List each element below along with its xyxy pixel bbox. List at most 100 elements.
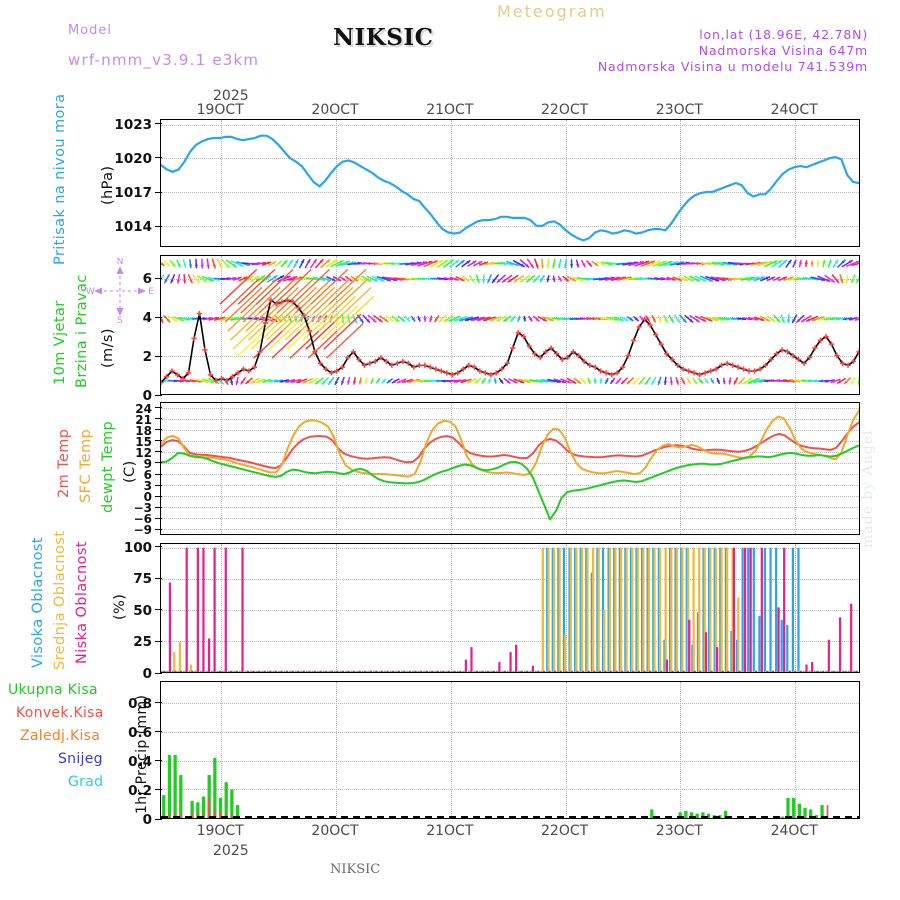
temp-2m-label: 2m Temp (56, 428, 72, 498)
cloud-bar (463, 670, 466, 672)
cloud-bar (177, 670, 180, 672)
wind-speed-marker (268, 297, 274, 303)
wind-barb (182, 273, 187, 284)
wind-barb (498, 377, 504, 384)
wind-barb (163, 260, 171, 267)
cloud-bar (244, 670, 247, 672)
gridline-horizontal (161, 430, 859, 432)
wind-barb (221, 258, 230, 269)
cloud-bar (603, 609, 606, 672)
wind-speed-marker (729, 362, 736, 368)
wind-barb (436, 259, 449, 268)
wind-speed-marker (757, 366, 763, 372)
wind-barb (694, 275, 707, 282)
cloud-bar (809, 670, 812, 672)
cloud-bar (368, 670, 371, 672)
cloud-bar (647, 547, 651, 672)
gridline-vertical (565, 544, 567, 672)
cloud-bar (219, 670, 222, 672)
cloud-bar (737, 597, 740, 672)
wind-barb (517, 315, 521, 322)
wind-barb (837, 259, 846, 268)
wind-barb (786, 314, 791, 324)
wind-speed-marker (455, 370, 461, 376)
wind-barb (274, 269, 312, 305)
wind-speed-marker (620, 364, 626, 370)
cloud-bar (819, 670, 822, 672)
wind-barb (226, 276, 237, 281)
wind-barb (216, 258, 223, 269)
cloud-bar (668, 547, 672, 672)
precip-bar-convective (162, 813, 165, 818)
cloud-bar (526, 670, 529, 672)
wind-barb (373, 315, 383, 323)
precip-bar-convective (168, 813, 171, 818)
wind-barb (167, 315, 178, 323)
cloud-bar (445, 670, 448, 672)
precip-bar-convective (213, 810, 216, 818)
cloud-bar (569, 547, 572, 672)
cloud-bar (325, 670, 328, 672)
precip-panel (160, 681, 860, 819)
wind-speed-marker (317, 360, 323, 366)
cloud-bar (195, 670, 198, 672)
wind-barb (267, 275, 278, 283)
wind-barb (245, 377, 253, 385)
cloud-bar (680, 547, 683, 672)
cloud-bar (379, 670, 383, 672)
wind-barb (528, 315, 533, 322)
cloud-bar (436, 670, 440, 672)
cloud-bar (435, 670, 438, 672)
xtick-24oct: 24OCT (770, 102, 818, 118)
wind-barb (513, 274, 525, 283)
cloud-bar (213, 547, 216, 672)
wind-barb (468, 274, 475, 283)
cloud-bar (173, 652, 176, 672)
wind-speed-marker (350, 349, 356, 355)
wind-barb (256, 378, 266, 384)
wind-barb (211, 258, 216, 269)
cloud-bar (814, 670, 817, 672)
cloud-bar (328, 670, 331, 672)
wind-barb (371, 275, 385, 282)
precip-bar-total (792, 797, 796, 818)
ytick-4: 4 (142, 310, 152, 327)
wind-barb (476, 316, 491, 322)
wind-barb (163, 274, 170, 284)
wind-barb (776, 378, 790, 383)
cloud-bar (732, 547, 736, 672)
cloud-bar (202, 547, 205, 672)
wind-barb (467, 260, 477, 267)
wind-barb (753, 316, 765, 322)
xtick-20oct: 20OCT (311, 102, 359, 118)
cloud-bar (286, 670, 289, 672)
cloud-bar (252, 670, 255, 672)
wind-barb (258, 278, 297, 314)
cloud-bar (518, 670, 521, 672)
wind-speed-marker (647, 322, 653, 328)
wind-barb (459, 316, 473, 322)
wind-barb (604, 377, 609, 384)
cloud-bar (564, 634, 567, 672)
plot-svg (161, 134, 859, 242)
cloud-bar (336, 670, 339, 672)
wind-barb (474, 378, 482, 384)
cloud-bar (665, 659, 669, 672)
watermark: made by Angel (860, 429, 876, 549)
wind-speed-marker (279, 299, 285, 305)
wind-speed-marker (828, 341, 835, 347)
cloud-bar (688, 619, 691, 672)
wind-speed-marker (284, 297, 291, 303)
gridline-horizontal (161, 609, 859, 611)
wind-speed-marker (790, 353, 796, 359)
wind-speed-marker (229, 374, 236, 380)
wind-speed-marker (718, 362, 725, 368)
cloud-bar (234, 670, 237, 672)
wind-barb (817, 275, 831, 282)
wind-barb (599, 378, 603, 384)
wind-speed-marker (427, 364, 433, 370)
wind-barb (512, 260, 525, 268)
cloud-bar (184, 670, 187, 672)
wind-barb (302, 378, 314, 384)
wind-speed-marker (235, 370, 241, 376)
